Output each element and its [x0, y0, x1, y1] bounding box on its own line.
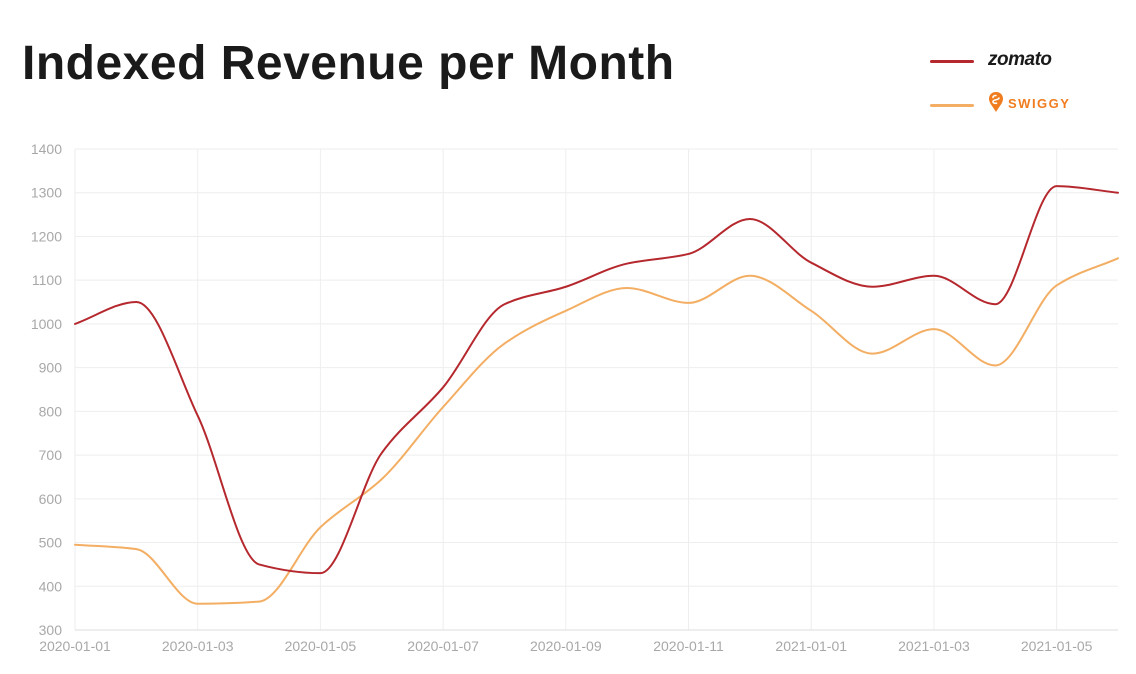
x-tick-label: 2020-01-11: [653, 638, 724, 654]
x-tick-label: 2020-01-09: [530, 638, 602, 654]
y-tick-label: 1200: [31, 228, 62, 244]
x-tick-label: 2020-01-03: [162, 638, 234, 654]
series-line-swiggy: [74, 257, 1119, 605]
y-tick-label: 800: [39, 403, 63, 419]
x-tick-label: 2021-01-01: [775, 638, 847, 654]
swiggy-pin-icon: [988, 91, 1004, 118]
y-tick-label: 300: [39, 622, 63, 638]
y-tick-label: 1100: [32, 272, 62, 288]
legend-item-zomato: zomato: [930, 46, 1110, 90]
chart-title: Indexed Revenue per Month: [22, 37, 675, 90]
legend-line-zomato: [930, 60, 974, 63]
x-tick-label: 2020-01-07: [407, 638, 479, 654]
y-tick-label: 700: [39, 447, 63, 463]
legend: zomato SWIGGY: [930, 46, 1110, 134]
legend-label-swiggy: SWIGGY: [1008, 96, 1071, 111]
y-tick-label: 600: [39, 491, 63, 507]
legend-label-zomato: zomato: [988, 49, 1052, 70]
y-tick-label: 1000: [31, 316, 62, 332]
x-tick-label: 2021-01-05: [1021, 638, 1093, 654]
y-tick-label: 1300: [31, 185, 62, 201]
y-tick-label: 1400: [31, 141, 62, 157]
x-tick-label: 2021-01-03: [898, 638, 970, 654]
x-tick-label: 2020-01-05: [285, 638, 357, 654]
x-tick-label: 2020-01-01: [39, 638, 111, 654]
legend-item-swiggy: SWIGGY: [930, 90, 1110, 134]
legend-line-swiggy: [930, 104, 974, 107]
y-tick-label: 500: [39, 535, 63, 551]
y-tick-label: 400: [39, 578, 63, 594]
y-tick-label: 900: [39, 360, 63, 376]
series-line-zomato: [74, 185, 1119, 575]
